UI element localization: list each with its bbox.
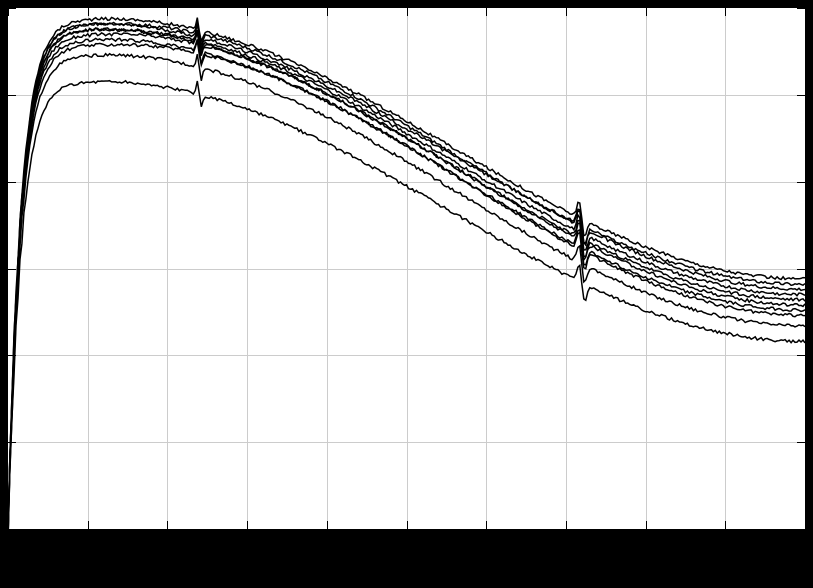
series-curve <box>8 33 805 529</box>
tick-x <box>566 521 567 529</box>
tick-y <box>8 529 16 530</box>
tick-y <box>8 442 16 443</box>
series-curve <box>8 17 805 526</box>
tick-y <box>797 355 805 356</box>
curves-layer <box>8 8 805 529</box>
tick-x <box>646 8 647 16</box>
tick-y <box>8 182 16 183</box>
tick-x <box>486 521 487 529</box>
tick-x <box>327 521 328 529</box>
tick-x <box>8 8 9 16</box>
tick-x <box>327 8 328 16</box>
tick-y <box>8 8 16 9</box>
tick-x <box>88 521 89 529</box>
tick-x <box>805 521 806 529</box>
series-curve <box>8 28 805 529</box>
tick-y <box>797 269 805 270</box>
tick-x <box>566 8 567 16</box>
series-curve <box>8 28 805 529</box>
tick-y <box>8 355 16 356</box>
tick-y <box>797 95 805 96</box>
tick-x <box>8 521 9 529</box>
tick-y <box>797 442 805 443</box>
tick-x <box>407 8 408 16</box>
tick-x <box>88 8 89 16</box>
tick-x <box>486 8 487 16</box>
tick-y <box>797 8 805 9</box>
tick-x <box>805 8 806 16</box>
plot-area <box>6 6 807 531</box>
tick-x <box>646 521 647 529</box>
tick-x <box>725 8 726 16</box>
tick-x <box>167 521 168 529</box>
tick-x <box>407 521 408 529</box>
tick-x <box>167 8 168 16</box>
tick-y <box>8 269 16 270</box>
tick-x <box>247 521 248 529</box>
tick-x <box>725 521 726 529</box>
tick-y <box>8 95 16 96</box>
tick-x <box>247 8 248 16</box>
tick-y <box>797 182 805 183</box>
tick-y <box>797 529 805 530</box>
